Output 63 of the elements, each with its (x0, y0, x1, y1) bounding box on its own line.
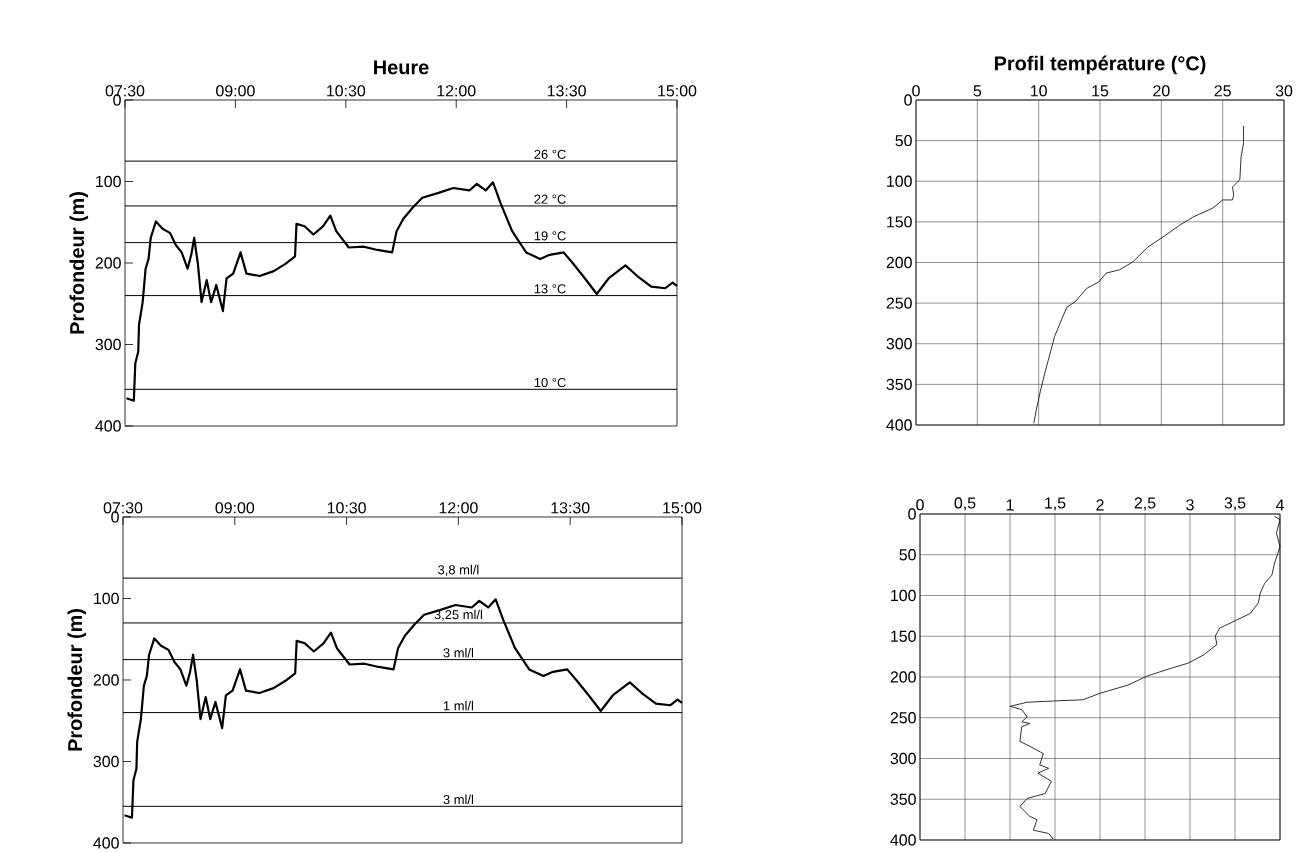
ref-line-label: 13 °C (534, 284, 566, 294)
y-axis-title: Profondeur (m) (69, 192, 89, 334)
y-tick-label: 250 (886, 297, 912, 309)
y-tick-label: 300 (886, 338, 912, 350)
x-tick-label: 09:00 (216, 85, 255, 97)
y-tick-label: 100 (891, 589, 916, 602)
x-tick-label: 20 (1153, 85, 1170, 97)
y-tick-label: 400 (890, 834, 916, 846)
x-tick-label: 09:00 (215, 502, 255, 514)
y-tick-label: 50 (895, 134, 912, 147)
x-tick-label: 10 (1031, 85, 1047, 97)
y-tick-label: 100 (887, 175, 912, 187)
x-tick-label: 2,5 (1134, 497, 1156, 511)
x-tick-label: 2 (1096, 499, 1104, 511)
y-tick-label: 200 (95, 257, 121, 269)
x-tick-label: 13:30 (547, 85, 586, 97)
y-tick-label: 150 (887, 216, 912, 228)
y-tick-label: 200 (93, 674, 119, 686)
x-tick-label: 5 (973, 85, 982, 97)
x-axis-title: Profil température (°C) (994, 55, 1206, 75)
ref-line-label: 26 °C (534, 149, 566, 159)
x-tick-label: 15 (1092, 85, 1109, 97)
y-tick-label: 0 (904, 94, 912, 106)
ref-line-label: 3 ml/l (443, 794, 473, 805)
x-tick-label: 30 (1275, 85, 1293, 97)
x-tick-label: 10:30 (327, 85, 366, 97)
ref-line-label: 19 °C (534, 231, 566, 241)
y-tick-label: 50 (899, 549, 916, 561)
y-tick-label: 400 (93, 837, 119, 849)
x-tick-label: 0,5 (954, 497, 976, 511)
ref-line-label: 3,8 ml/l (438, 564, 479, 576)
ref-line-label: 22 °C (534, 194, 566, 204)
y-tick-label: 100 (96, 175, 121, 188)
x-tick-label: 12:00 (437, 85, 476, 97)
y-tick-label: 150 (891, 630, 916, 642)
x-tick-label: 4 (1275, 499, 1284, 511)
x-tick-label: 0 (916, 499, 924, 511)
y-tick-label: 250 (890, 712, 916, 724)
y-tick-label: 300 (890, 752, 916, 765)
y-tick-label: 300 (93, 755, 119, 768)
x-tick-label: 3,5 (1224, 497, 1246, 511)
y-axis-title: Profondeur (m) (67, 609, 87, 751)
x-tick-label: 10:30 (327, 502, 366, 514)
y-tick-label: 350 (886, 378, 912, 391)
x-tick-label: 13:30 (551, 502, 590, 514)
x-tick-label: 12:00 (439, 502, 478, 514)
y-tick-label: 300 (95, 338, 121, 351)
ref-line-label: 1 ml/l (443, 700, 473, 711)
y-tick-label: 400 (886, 419, 912, 431)
x-tick-label: 15:00 (658, 85, 697, 97)
y-tick-label: 200 (890, 671, 916, 683)
x-tick-label: 1 (1006, 499, 1014, 511)
x-tick-label: 15:00 (663, 502, 702, 514)
y-tick-label: 400 (95, 420, 121, 432)
x-tick-label: 25 (1214, 85, 1231, 97)
x-tick-label: 3 (1186, 499, 1194, 511)
ref-line-label: 3 ml/l (443, 647, 473, 658)
x-axis-title: Heure (374, 60, 429, 75)
y-tick-label: 200 (886, 256, 912, 269)
y-tick-label: 100 (94, 592, 119, 605)
ref-line-label: 10 °C (534, 377, 566, 388)
y-tick-label: 350 (890, 793, 916, 805)
x-tick-label: 1,5 (1045, 497, 1066, 511)
